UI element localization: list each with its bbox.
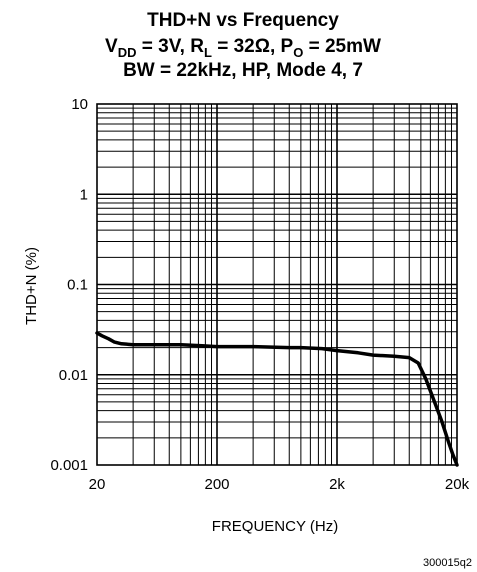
title-rl-symbol: R [190,36,204,57]
title-po-subscript: O [293,45,303,60]
y-tick-label: 10 [71,96,88,113]
plot-frame [96,103,458,466]
y-axis-tick-labels: 0.001 0.01 0.1 1 10 [50,96,88,474]
title-vdd-symbol: V [105,36,118,57]
title-vdd-value: = 3V, [137,36,191,57]
x-axis-label: FREQUENCY (Hz) [212,518,338,535]
y-axis-label: THD+N (%) [23,247,40,325]
title-po-value: = 25mW [303,36,381,57]
title-rl-value: = 32Ω, [212,36,281,57]
y-tick-label: 0.01 [59,367,88,384]
chart-title-line-2: VDD = 3V, RL = 32Ω, PO = 25mW [105,36,381,60]
x-tick-label: 20 [89,476,106,493]
chart-title-line-1: THD+N vs Frequency [147,10,339,31]
x-tick-label: 200 [204,476,229,493]
title-rl-subscript: L [204,45,212,60]
x-axis-tick-labels: 20 200 2k 20k [89,476,470,493]
x-tick-label: 2k [329,476,345,493]
figure-id: 300015q2 [423,557,472,569]
y-tick-label: 0.001 [50,457,88,474]
thd-n-series-line [95,331,459,467]
y-tick-label: 0.1 [67,277,88,294]
chart-title: THD+N vs Frequency VDD = 3V, RL = 32Ω, P… [105,10,381,81]
y-tick-label: 1 [80,186,88,203]
x-tick-label: 20k [445,476,470,493]
title-po-symbol: P [281,36,294,57]
title-vdd-subscript: DD [118,45,137,60]
chart-title-line-3: BW = 22kHz, HP, Mode 4, 7 [123,60,363,81]
plot-grid [97,104,457,465]
